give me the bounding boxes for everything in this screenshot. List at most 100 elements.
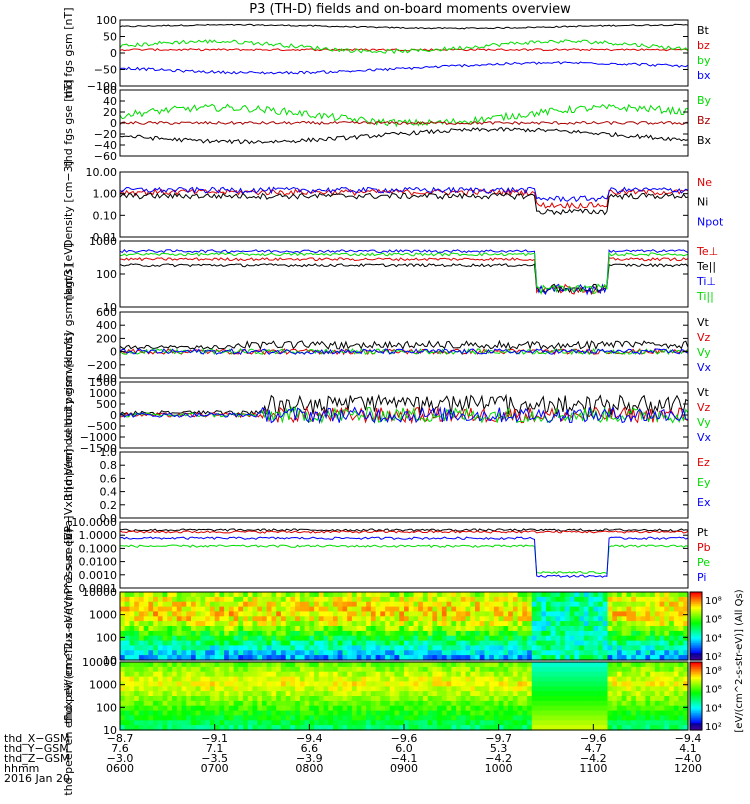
spectrogram-cell [337, 686, 343, 692]
spectrogram-cell [645, 650, 651, 656]
spectrogram-cell [366, 662, 372, 668]
spectrogram-cell [484, 681, 490, 687]
spectrogram-cell [612, 635, 618, 642]
spectrogram-cell [555, 655, 561, 661]
spectrogram-cell [654, 705, 661, 712]
spectrogram-cell [120, 696, 126, 702]
spectrogram-cell [593, 715, 599, 721]
spectrogram-cell [475, 686, 481, 692]
spectrogram-cell [172, 686, 178, 692]
spectrogram-cell [370, 691, 377, 697]
spectrogram-cell [333, 655, 339, 661]
spectrogram-cell [531, 676, 538, 683]
spectrogram-cell [157, 611, 164, 617]
spectrogram-cell [517, 635, 523, 642]
spectrogram-cell [143, 681, 149, 687]
spectrogram-cell [318, 630, 325, 637]
spectrogram-cell [247, 676, 254, 683]
spectrogram-cell [172, 720, 178, 726]
spectrogram-cell [418, 606, 424, 613]
spectrogram-cell [404, 655, 410, 661]
spectrogram-cell [233, 725, 239, 731]
spectrogram-cell [266, 611, 272, 617]
spectrogram-cell [432, 645, 438, 651]
spectrogram-cell [299, 645, 306, 651]
spectrogram-cell [517, 715, 523, 721]
spectrogram-cell [328, 611, 334, 617]
spectrogram-cell [120, 606, 126, 613]
spectrogram-cell [276, 616, 282, 622]
spectrogram-cell [385, 715, 391, 721]
spectrogram-cell [243, 596, 249, 603]
spectrogram-cell [228, 691, 235, 697]
spectrogram-cell [479, 630, 485, 637]
spectrogram-cell [295, 596, 301, 603]
spectrogram-cell [456, 720, 462, 726]
spectrogram-cell [389, 606, 396, 613]
spectrogram-cell [418, 671, 424, 678]
spectrogram-cell [598, 676, 604, 683]
legend-Ey: Ey [697, 476, 711, 489]
spectrogram-cell [271, 635, 277, 642]
spectrogram-cell [290, 611, 296, 617]
spectrogram-cell [470, 640, 476, 647]
spectrogram-cell [522, 640, 528, 647]
spectrogram-cell [252, 645, 258, 651]
spectrogram-cell [304, 616, 310, 622]
spectrogram-cell [475, 606, 481, 613]
spectrogram-cell [640, 676, 646, 683]
spectrogram-cell [389, 601, 396, 608]
colorbar-cell [690, 646, 702, 649]
spectrogram-cell [162, 671, 168, 678]
spectrogram-cell [564, 725, 571, 731]
y-tick-label: 1000 [89, 609, 117, 622]
spectrogram-cell [678, 705, 684, 712]
spectrogram-cell [408, 696, 414, 702]
spectrogram-cell [404, 616, 410, 622]
spectrogram-cell [579, 630, 585, 637]
spectrogram-cell [673, 592, 680, 598]
spectrogram-cell [479, 696, 485, 702]
spectrogram-cell [588, 650, 594, 656]
y-tick-label: 0.0010 [79, 569, 118, 582]
spectrogram-cell [612, 645, 618, 651]
spectrogram-cell [612, 676, 618, 683]
spectrogram-cell [200, 720, 206, 726]
y-tick-label: 0 [110, 47, 117, 60]
spectrogram-cell [550, 676, 556, 683]
colorbar-cell [690, 609, 702, 612]
spectrogram-cell [645, 715, 651, 721]
spectrogram-cell [404, 696, 410, 702]
spectrogram-cell [347, 671, 353, 678]
spectrogram-cell [219, 671, 225, 678]
spectrogram-cell [351, 621, 358, 627]
spectrogram-cell [555, 592, 561, 598]
spectrogram-cell [138, 635, 145, 642]
spectrogram-cell [347, 606, 353, 613]
series-line-Pt [119, 528, 689, 532]
spectrogram-cell [560, 686, 566, 692]
y-tick-label: 0 [110, 346, 117, 359]
spectrogram-cell [493, 606, 500, 613]
spectrogram-cell [148, 645, 154, 651]
spectrogram-cell [228, 671, 235, 678]
spectrogram-cell [172, 640, 178, 647]
spectrogram-cell [153, 635, 159, 642]
spectrogram-cell [427, 700, 433, 707]
spectrogram-cell [550, 645, 556, 651]
spectrogram-cell [347, 616, 353, 622]
spectrogram-cell [498, 630, 504, 637]
spectrogram-cell [356, 630, 362, 637]
y-tick-label: 10.0000 [72, 516, 118, 529]
spectrogram-cell [238, 592, 244, 598]
spectrogram-cell [531, 681, 538, 687]
spectrogram-cell [347, 681, 353, 687]
spectrogram-cell [550, 686, 556, 692]
spectrogram-cell [252, 635, 258, 642]
spectrogram-cell [375, 662, 381, 668]
spectrogram-cell [394, 725, 400, 731]
spectrogram-cell [361, 592, 367, 598]
spectrogram-cell [186, 676, 192, 683]
